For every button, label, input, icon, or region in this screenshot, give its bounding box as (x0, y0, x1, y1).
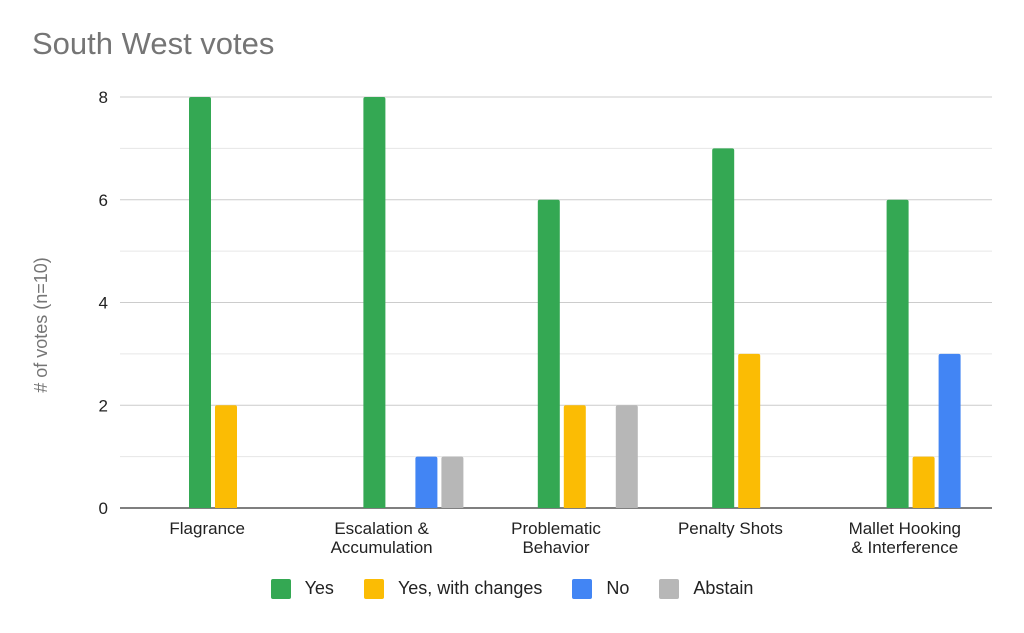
x-tick-label: Escalation & (334, 519, 429, 538)
legend-item: Yes (270, 578, 334, 599)
y-tick-label: 0 (99, 499, 108, 518)
x-tick-label: Problematic (511, 519, 601, 538)
bars (189, 97, 961, 508)
bar-abstain-2 (615, 405, 638, 508)
y-tick-label: 6 (99, 191, 108, 210)
y-tick-labels: 0 2 4 6 8 (99, 88, 108, 518)
x-tick-label: Behavior (522, 538, 589, 557)
legend: Yes Yes, with changes No Abstain (0, 578, 1024, 599)
bar-yes-4 (886, 199, 909, 508)
legend-item: Yes, with changes (363, 578, 543, 599)
bar-no-4 (938, 353, 961, 508)
bar-yes-with-changes-0 (215, 405, 237, 508)
bar-yes-1 (363, 97, 386, 508)
bar-yes-with-changes-4 (912, 456, 935, 508)
x-tick-label: Penalty Shots (678, 519, 783, 538)
bar-yes-2 (537, 199, 560, 508)
legend-label: Yes (304, 578, 334, 598)
y-axis-label: # of votes (n=10) (31, 257, 51, 393)
legend-swatch (363, 578, 384, 599)
legend-label: Yes, with changes (397, 578, 543, 598)
y-tick-label: 4 (99, 294, 108, 313)
x-tick-label: & Interference (851, 538, 958, 557)
chart-title: South West votes (32, 26, 275, 61)
legend-label: Abstain (693, 578, 754, 598)
bar-yes-3 (712, 148, 735, 508)
x-tick-label: Mallet Hooking (849, 519, 961, 538)
legend-swatch (270, 578, 291, 599)
legend-item: Abstain (659, 578, 753, 599)
bar-no-1 (415, 456, 438, 508)
y-tick-label: 2 (99, 396, 108, 415)
x-tick-labels: Flagrance Escalation &Accumulation Problem… (169, 519, 961, 557)
y-tick-label: 8 (99, 88, 108, 107)
x-tick-label: Accumulation (331, 538, 433, 557)
legend-swatch (659, 578, 680, 599)
legend-swatch (572, 578, 593, 599)
bar-yes-with-changes-3 (738, 353, 761, 508)
bar-yes-with-changes-2 (563, 405, 586, 508)
x-tick-label: Flagrance (169, 519, 245, 538)
bar-abstain-1 (441, 456, 464, 508)
legend-label: No (606, 578, 630, 598)
legend-item: No (572, 578, 629, 599)
bar-yes-0 (189, 97, 211, 508)
